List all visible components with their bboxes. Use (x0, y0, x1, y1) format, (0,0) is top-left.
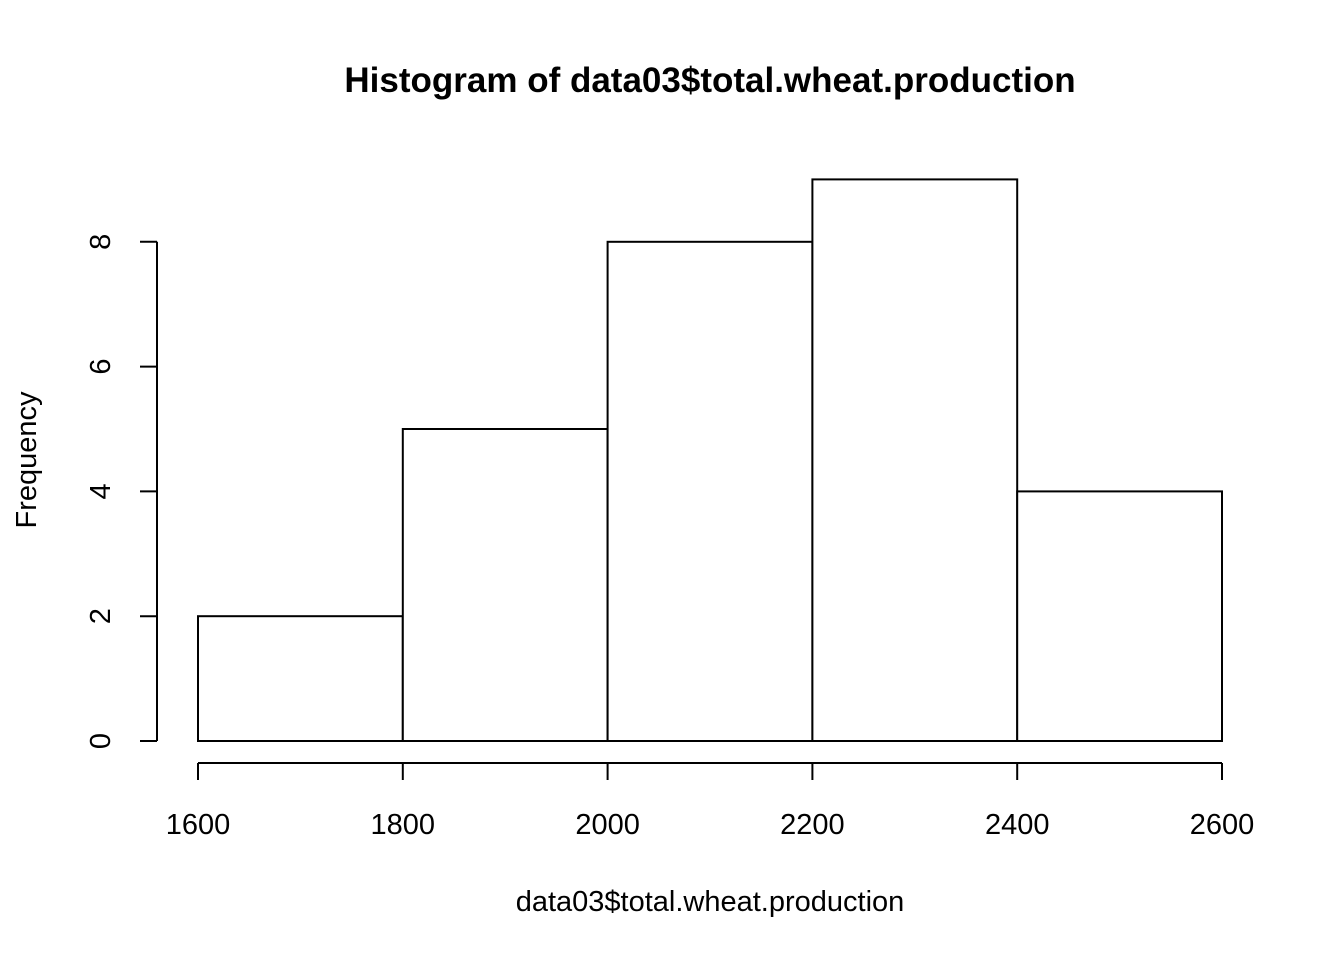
histogram-bar (401, 428, 609, 742)
x-tick-label: 2000 (575, 809, 640, 841)
x-tick-label: 1800 (371, 809, 436, 841)
y-axis: 0 2 4 6 8 (85, 234, 158, 749)
histogram-bar (197, 615, 404, 743)
y-tick-label: 4 (85, 483, 117, 499)
histogram-bar (606, 240, 814, 743)
chart-title: Histogram of data03$total.wheat.producti… (344, 61, 1075, 100)
y-tick-label: 6 (85, 359, 117, 375)
histogram-bar (1016, 490, 1224, 742)
histogram-bar (811, 178, 1019, 742)
x-axis-label: data03$total.wheat.production (516, 886, 905, 918)
y-tick-label: 2 (85, 608, 117, 624)
y-axis-label: Frequency (11, 391, 43, 529)
x-axis: 1600 1800 2000 2200 2400 2600 (166, 762, 1255, 841)
x-tick-label: 2400 (985, 809, 1050, 841)
bars-group (197, 178, 1224, 743)
y-tick-label: 0 (85, 733, 117, 749)
x-tick-label: 2200 (780, 809, 845, 841)
y-tick-label: 8 (85, 234, 117, 250)
x-tick-label: 1600 (166, 809, 231, 841)
x-tick-label: 2600 (1190, 809, 1255, 841)
